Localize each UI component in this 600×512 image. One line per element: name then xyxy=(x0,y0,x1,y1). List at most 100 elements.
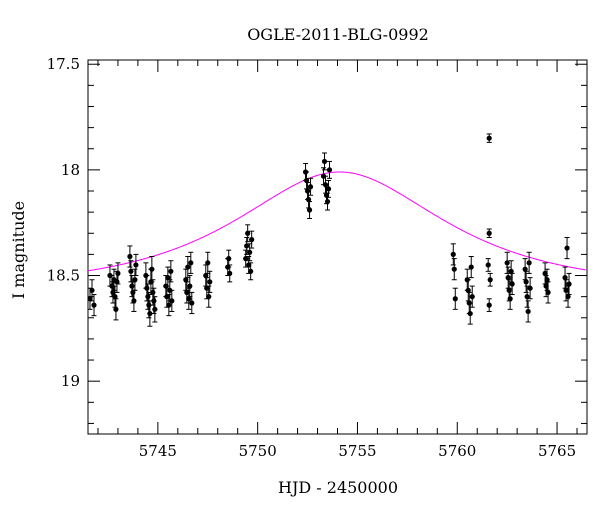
point-marker xyxy=(562,275,568,281)
point-marker xyxy=(115,270,121,277)
point-marker xyxy=(113,306,119,312)
point-marker xyxy=(565,294,571,300)
data-point xyxy=(206,285,212,308)
data-point xyxy=(133,253,139,277)
point-marker xyxy=(486,230,492,236)
data-point xyxy=(169,289,175,312)
point-marker xyxy=(307,184,314,190)
data-point xyxy=(113,298,119,321)
point-marker xyxy=(131,298,137,304)
data-point xyxy=(187,275,193,298)
data-point xyxy=(326,160,333,179)
y-tick-label: 17.5 xyxy=(47,55,80,73)
point-marker xyxy=(151,298,157,304)
point-marker xyxy=(524,294,530,300)
x-tick-label: 5765 xyxy=(538,442,576,460)
point-marker xyxy=(325,186,332,192)
data-point xyxy=(91,294,97,317)
point-marker xyxy=(542,270,548,277)
data-point xyxy=(205,251,211,274)
point-marker xyxy=(505,275,511,281)
point-marker xyxy=(133,262,139,268)
data-point xyxy=(526,251,532,274)
point-marker xyxy=(322,182,329,188)
data-point xyxy=(249,230,255,249)
point-marker xyxy=(486,302,492,308)
point-marker xyxy=(324,198,331,205)
point-marker xyxy=(526,260,532,266)
point-marker xyxy=(165,275,171,281)
point-marker xyxy=(544,277,550,283)
data-point xyxy=(307,177,314,196)
point-marker xyxy=(249,237,255,243)
y-tick-label: 18 xyxy=(61,161,80,179)
plot-frame xyxy=(87,59,588,435)
point-marker xyxy=(564,245,570,251)
x-axis-label: HJD - 2450000 xyxy=(278,478,398,497)
point-marker xyxy=(150,289,156,296)
data-point xyxy=(469,285,475,308)
data-point xyxy=(226,249,232,268)
point-marker xyxy=(522,266,528,272)
data-point xyxy=(324,192,331,211)
point-marker xyxy=(525,308,531,315)
point-marker xyxy=(164,294,170,300)
data-point xyxy=(248,262,254,281)
point-marker xyxy=(469,294,475,300)
data-point xyxy=(525,300,531,323)
x-tick-label: 5750 xyxy=(239,442,277,460)
point-marker xyxy=(185,264,191,270)
point-marker xyxy=(226,256,232,262)
point-marker xyxy=(545,289,551,296)
point-marker xyxy=(168,268,174,274)
data-point xyxy=(245,224,251,243)
data-point xyxy=(451,258,457,281)
data-point xyxy=(207,270,213,293)
point-marker xyxy=(306,207,313,213)
data-point xyxy=(509,272,515,296)
data-point xyxy=(185,256,191,279)
point-marker xyxy=(149,266,155,272)
point-marker xyxy=(523,279,529,285)
point-marker xyxy=(321,158,328,165)
data-point xyxy=(227,264,233,283)
data-points xyxy=(87,133,572,327)
point-marker xyxy=(110,289,116,296)
model-curve xyxy=(87,171,587,272)
data-point xyxy=(168,260,174,283)
data-point xyxy=(152,296,158,323)
x-tick-label: 5755 xyxy=(338,442,376,460)
point-marker xyxy=(244,243,250,249)
point-marker xyxy=(245,230,251,236)
data-point xyxy=(244,236,250,255)
point-marker xyxy=(465,287,471,293)
data-point xyxy=(306,201,313,219)
point-marker xyxy=(132,277,138,283)
data-point xyxy=(504,251,510,274)
point-marker xyxy=(305,196,312,203)
point-marker xyxy=(129,283,135,289)
point-marker xyxy=(184,289,190,296)
point-marker xyxy=(89,287,95,293)
point-marker xyxy=(563,287,569,293)
data-point xyxy=(566,272,572,296)
point-marker xyxy=(486,135,492,141)
data-point xyxy=(166,294,172,317)
point-marker xyxy=(450,251,456,257)
data-point xyxy=(321,152,328,171)
point-marker xyxy=(247,249,253,255)
data-point xyxy=(524,285,530,308)
data-point xyxy=(127,245,133,268)
point-marker xyxy=(566,281,572,287)
point-marker xyxy=(147,310,153,317)
point-marker xyxy=(508,268,514,274)
point-marker xyxy=(509,281,515,287)
chart-title: OGLE-2011-BLG-0992 xyxy=(247,25,429,44)
point-marker xyxy=(188,260,194,266)
y-tick-label: 18.5 xyxy=(47,267,80,285)
point-marker xyxy=(467,310,473,317)
data-point xyxy=(149,256,155,283)
point-marker xyxy=(451,266,457,272)
point-marker xyxy=(128,268,134,274)
